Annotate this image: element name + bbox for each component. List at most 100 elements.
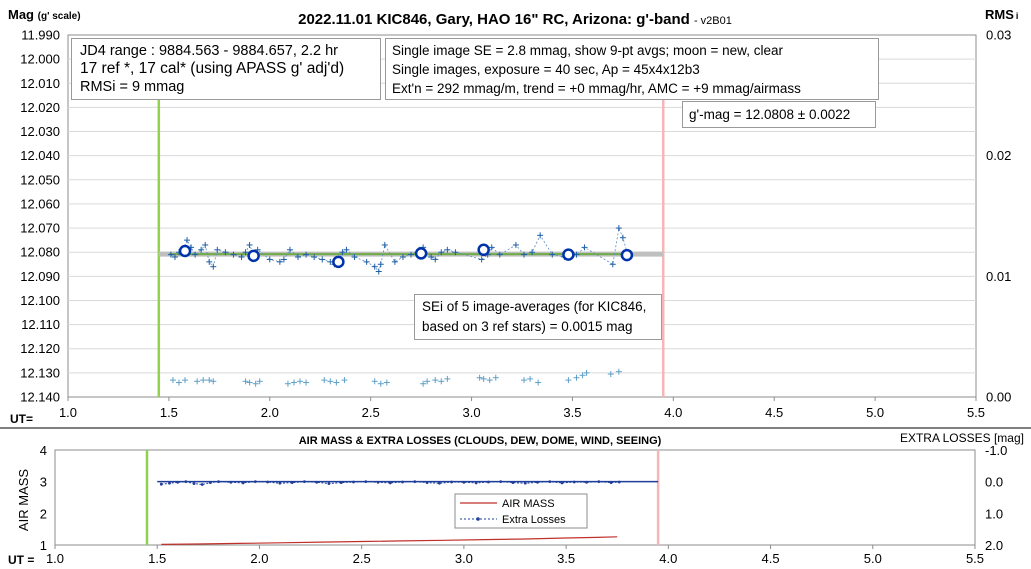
main-rms-point <box>607 371 614 378</box>
main-y-tick-label: 12.070 <box>20 221 60 236</box>
main-image-point <box>303 251 310 258</box>
main-image-point <box>242 249 249 256</box>
main-y-tick-label: 12.110 <box>21 317 60 332</box>
extra-losses-point <box>413 480 417 484</box>
main-image-point <box>581 244 588 251</box>
main-image-point <box>276 258 283 265</box>
airmass-title: AIR MASS & EXTRA LOSSES (CLOUDS, DEW, DO… <box>299 435 662 447</box>
main-x-tick-label: 1.5 <box>160 405 178 420</box>
main-rms-point <box>476 374 483 381</box>
main-rms-point <box>182 377 189 384</box>
info-settings-line2: Single images, exposure = 40 sec, Ap = 4… <box>392 62 700 77</box>
main-rms-point <box>432 377 439 384</box>
main-y-tick-label: 12.010 <box>20 76 60 91</box>
info-range-line2: 17 ref *, 17 cal* (using APASS g' adj'd) <box>80 60 345 77</box>
extra-losses-point <box>548 480 552 484</box>
main-y-tick-label: 12.020 <box>20 100 60 115</box>
main-image-point <box>391 258 398 265</box>
info-box-range: JD4 range : 9884.563 - 9884.657, 2.2 hr … <box>71 38 381 100</box>
main-image-point <box>339 249 346 256</box>
main-rms-point <box>615 368 622 375</box>
extra-losses-point <box>511 481 515 485</box>
main-rms-point <box>303 379 310 386</box>
extra-losses-point <box>278 481 282 485</box>
main-x-axis-label: UT= <box>10 412 33 426</box>
main-rms-point <box>341 377 348 384</box>
main-rms-point <box>242 378 249 385</box>
main-y2-tick-label: 0.01 <box>986 269 1011 284</box>
extra-losses-point <box>609 481 613 485</box>
main-rms-point <box>256 378 263 385</box>
extra-losses-point <box>499 480 503 484</box>
airmass-x-axis-label: UT = <box>8 553 34 567</box>
main-y-tick-label: 12.030 <box>20 124 60 139</box>
info-box-settings: Single image SE = 2.8 mmag, show 9-pt av… <box>385 38 879 100</box>
extra-losses-point <box>159 482 163 486</box>
main-rms-point <box>252 380 259 387</box>
main-rms-point <box>206 377 213 384</box>
main-y-tick-label: 12.060 <box>20 196 60 211</box>
main-average-point <box>332 255 345 269</box>
main-image-point <box>206 258 213 265</box>
main-image-point <box>295 254 302 261</box>
info-settings-line1: Single image SE = 2.8 mmag, show 9-pt av… <box>392 43 783 58</box>
airmass-line <box>161 536 618 545</box>
extra-losses-point <box>290 481 294 485</box>
extra-losses-point <box>184 480 188 484</box>
main-rms-point <box>169 377 176 384</box>
main-x-tick-label: 4.5 <box>765 405 783 420</box>
legend-extra-marker <box>476 517 480 521</box>
airmass-y-tick-label: 3 <box>40 475 47 490</box>
main-rms-point <box>210 378 217 385</box>
main-y-tick-label: 12.130 <box>20 365 60 380</box>
extra-losses-point <box>437 481 441 485</box>
extra-losses-point <box>572 480 576 484</box>
main-image-point <box>266 256 273 263</box>
main-image-point <box>609 261 616 268</box>
main-y-tick-label: 12.120 <box>20 341 60 356</box>
airmass-x-tick-label: 4.0 <box>659 551 677 566</box>
extra-losses-point <box>339 481 343 485</box>
main-y2-tick-label: 0.02 <box>986 148 1011 163</box>
airmass-x-tick-label: 1.0 <box>46 551 64 566</box>
main-rms-point <box>333 379 340 386</box>
main-y-tick-label: 12.080 <box>20 245 60 260</box>
main-image-point <box>377 261 384 268</box>
main-image-point <box>428 254 435 261</box>
main-y-axis-label: Mag (g' scale) <box>8 7 81 22</box>
info-settings-line3: Ext'n = 292 mmag/m, trend = +0 mmag/hr, … <box>392 81 801 96</box>
airmass-x-tick-label: 5.5 <box>966 551 984 566</box>
extra-losses-point <box>229 480 233 484</box>
main-y-tick-label: 12.090 <box>20 269 60 284</box>
main-image-point <box>286 246 293 253</box>
main-image-point <box>363 258 370 265</box>
main-y2-axis-label: RMS i <box>985 7 1018 22</box>
airmass-y-tick-label: 1 <box>40 538 47 553</box>
main-image-point <box>615 225 622 232</box>
main-image-point <box>184 237 191 244</box>
main-y-tick-label: 12.000 <box>20 52 60 67</box>
main-image-point <box>171 254 178 261</box>
main-image-point <box>619 234 626 241</box>
main-image-point <box>311 254 318 261</box>
info-box-gmag: g'-mag = 12.0808 ± 0.0022 <box>682 101 876 128</box>
main-average-point <box>247 249 260 263</box>
main-image-point <box>280 256 287 263</box>
main-rms-point <box>573 374 580 381</box>
extra-losses-point <box>241 481 245 485</box>
main-image-point <box>167 251 174 258</box>
extra-losses-point <box>425 481 429 485</box>
main-image-point <box>512 241 519 248</box>
main-image-point <box>399 254 406 261</box>
main-average-point <box>477 243 490 257</box>
main-x-tick-label: 3.5 <box>563 405 581 420</box>
main-x-tick-label: 1.0 <box>59 405 77 420</box>
legend-extra-label: Extra Losses <box>502 514 566 526</box>
main-rms-point <box>420 380 427 387</box>
main-rms-point <box>565 377 572 384</box>
airmass-y2-tick-label: 2.0 <box>985 538 1003 553</box>
extra-losses-point <box>266 480 270 484</box>
main-title: 2022.11.01 KIC846, Gary, HAO 16" RC, Ari… <box>298 11 732 28</box>
info-box-sei: SEi of 5 image-averages (for KIC846, bas… <box>414 294 662 340</box>
main-image-point <box>549 251 556 258</box>
